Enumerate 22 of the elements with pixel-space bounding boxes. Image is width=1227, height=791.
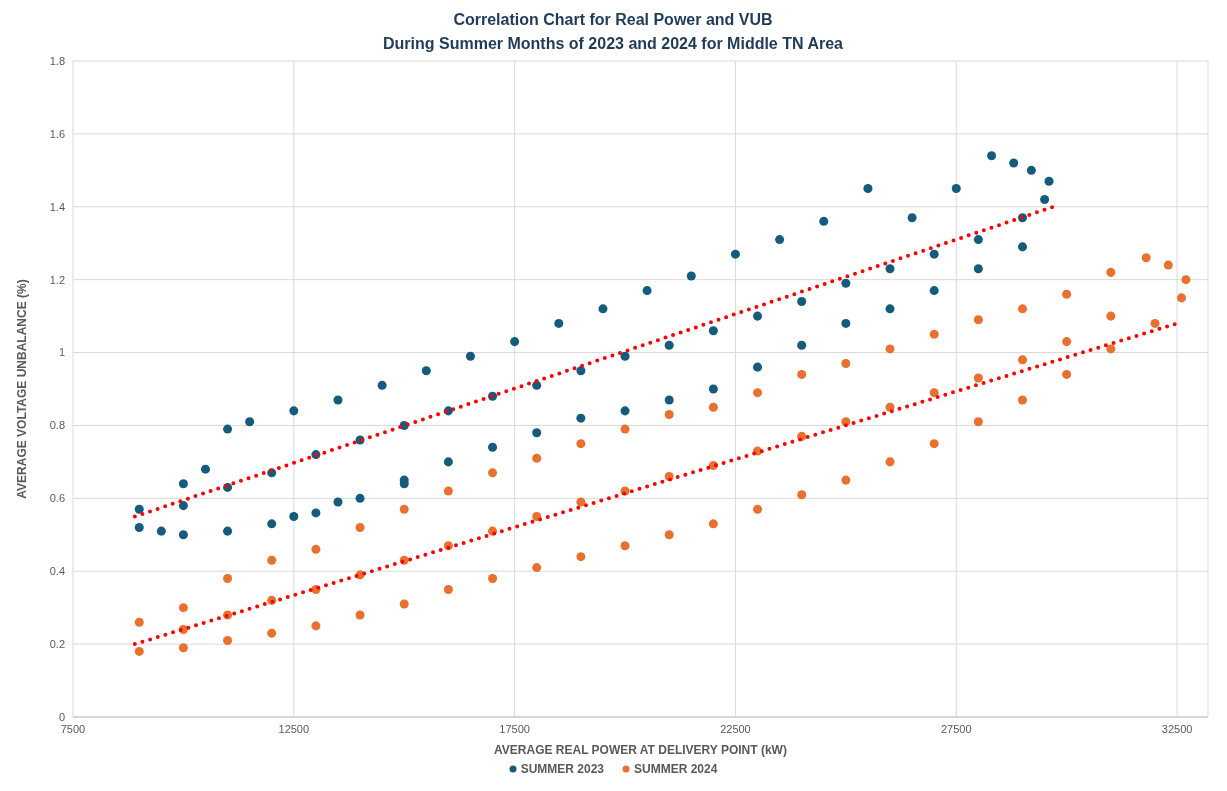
y-tick-label: 0.8 — [49, 419, 65, 432]
y-axis-title: AVERAGE VOLTAGE UNBALANCE (%) — [15, 279, 30, 499]
y-tick-label: 0 — [58, 710, 65, 723]
y-tick-label: 1.8 — [49, 54, 65, 67]
chart-subtitle: During Summer Months of 2023 and 2024 for Middle TN Area — [382, 34, 844, 54]
x-tick-label: 12500 — [278, 722, 310, 735]
y-tick-label: 0.6 — [49, 492, 65, 505]
x-tick-label: 32500 — [1161, 722, 1193, 735]
y-tick-label: 1.6 — [49, 127, 65, 140]
y-tick-label: 1.4 — [49, 200, 65, 213]
y-tick-label: 0.2 — [49, 638, 65, 651]
legend-label: SUMMER 2024 — [633, 762, 718, 776]
x-tick-label: 7500 — [60, 722, 86, 735]
y-tick-label: 1 — [58, 346, 65, 359]
x-tick-label: 17500 — [499, 722, 530, 735]
x-axis-title: AVERAGE REAL POWER AT DELIVERY POINT (kW) — [494, 743, 787, 757]
x-tick-label: 22500 — [720, 722, 751, 735]
y-tick-label: 1.2 — [49, 273, 65, 286]
legend-label: SUMMER 2023 — [519, 762, 604, 776]
y-tick-label: 0.4 — [49, 565, 65, 578]
x-tick-label: 27500 — [940, 722, 972, 735]
chart-title: Correlation Chart for Real Power and VUB — [452, 10, 774, 30]
